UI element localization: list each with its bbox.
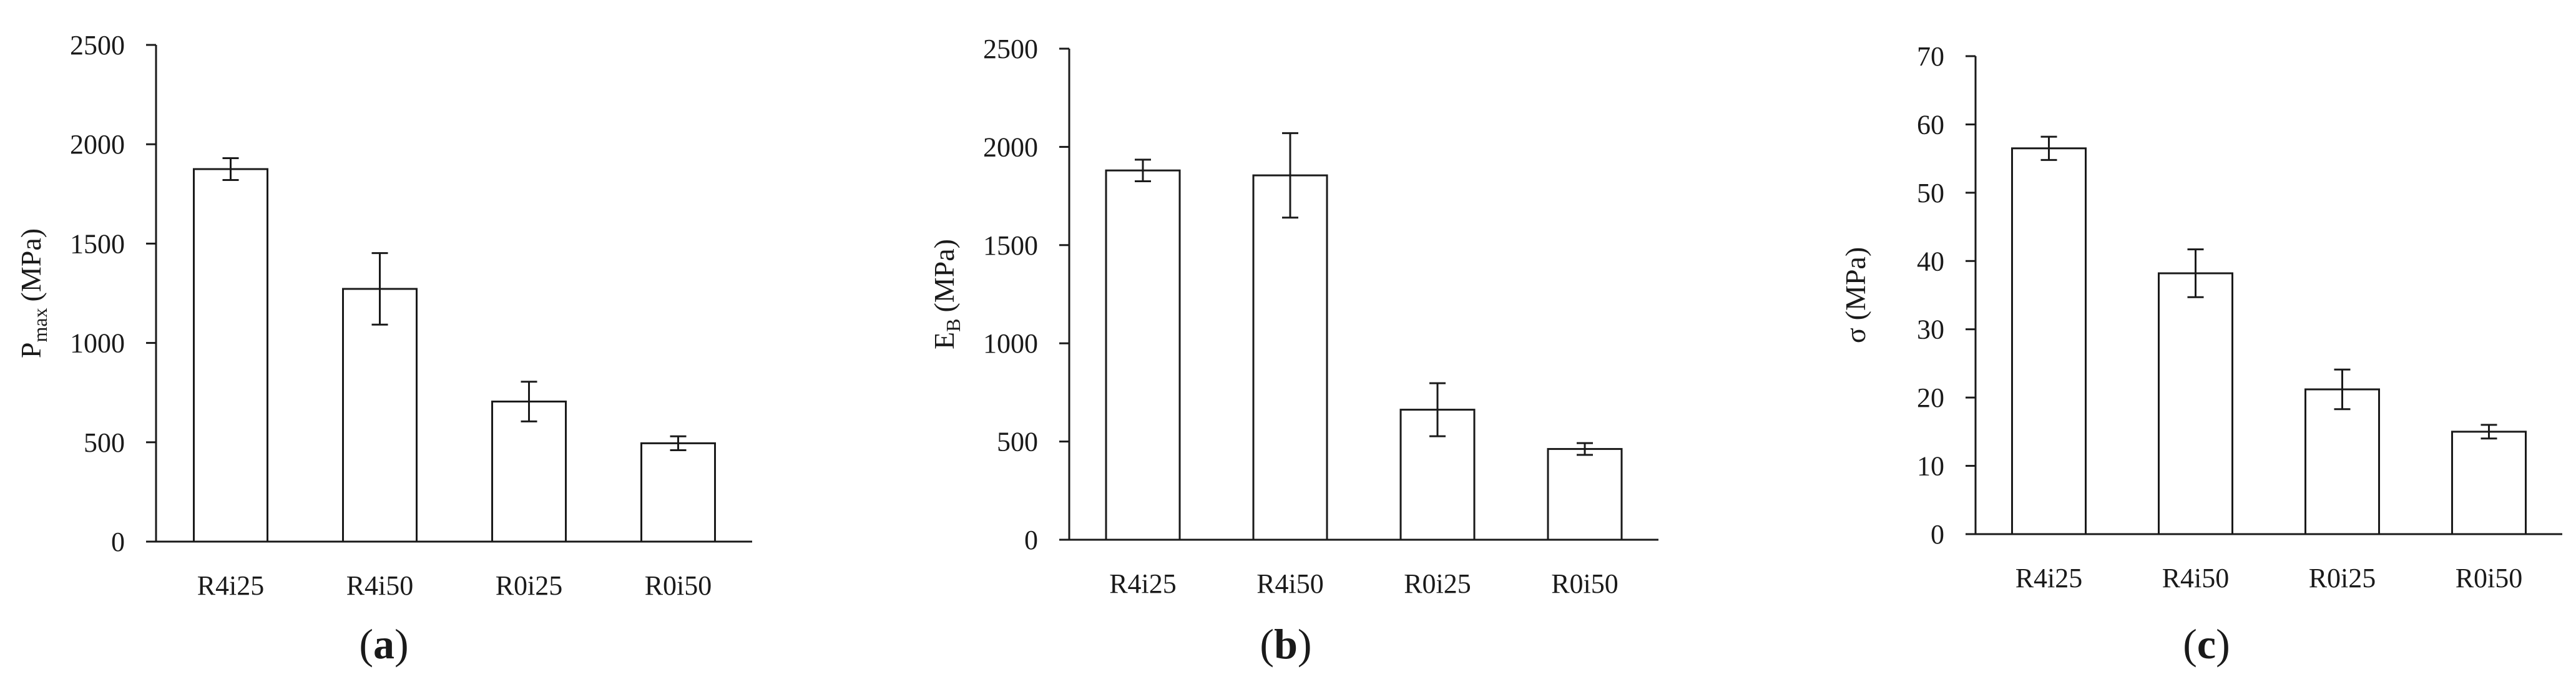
bar-r0i50: [640, 442, 716, 543]
y-tick-label: 2000: [70, 129, 125, 160]
bar-r4i25: [2011, 147, 2087, 535]
x-tick-label: R4i25: [197, 570, 265, 601]
y-tick-label: 0: [1024, 525, 1038, 555]
chart-svg-b: 0 500 1000 1500 2000 2500 EB (MPa) R4i25 R4i50 R0i…: [928, 34, 1658, 668]
panel-label-open: (: [359, 620, 373, 668]
panel-label-close: ): [1298, 620, 1312, 668]
panel-label-letter: b: [1274, 620, 1298, 668]
x-tick-label: R0i25: [2309, 563, 2376, 593]
y-tick-label: 50: [1917, 178, 1944, 208]
bar-r4i25: [1105, 169, 1181, 541]
x-tick-label: R0i50: [2456, 563, 2523, 593]
bar-r4i25: [193, 168, 268, 543]
y-tick-label: 1500: [983, 230, 1038, 261]
bar-r0i25: [491, 401, 567, 543]
y-axis-title-subscript: B: [942, 319, 964, 332]
y-tick-label: 1500: [70, 228, 125, 259]
x-tick-label: R4i50: [346, 570, 414, 601]
y-axis-title-subscript: max: [29, 308, 51, 342]
panel-label-open: (: [1260, 620, 1274, 668]
x-tick-label: R4i50: [2162, 563, 2230, 593]
panel-label-letter: c: [2197, 620, 2216, 668]
panel-label: (c): [2183, 620, 2230, 668]
y-axis-title-symbol: E: [928, 332, 960, 349]
y-tick-label: 500: [997, 427, 1038, 457]
y-tick-label: 40: [1917, 246, 1944, 276]
panel-label-letter: a: [373, 620, 394, 668]
chart-panel-b: 0 500 1000 1500 2000 2500 EB (MPa) R4i25 R4i50 R0i…: [861, 0, 1723, 682]
y-axis-title-symbol: σ: [1839, 328, 1871, 343]
bar-r4i50: [1252, 174, 1328, 541]
bar-r0i50: [2451, 431, 2527, 535]
y-tick-label: 20: [1917, 382, 1944, 413]
y-tick-label: 10: [1917, 451, 1944, 482]
y-axis-title-unit: (MPa): [1839, 247, 1871, 321]
panel-label-close: ): [394, 620, 409, 668]
x-tick-label: R0i50: [645, 570, 712, 601]
y-axis-title-unit: (MPa): [15, 228, 47, 302]
bar-r0i25: [2304, 388, 2380, 535]
bar-r0i50: [1547, 448, 1623, 541]
y-tick-label: 1000: [70, 328, 125, 359]
y-tick-label: 1000: [983, 328, 1038, 359]
y-tick-label: 0: [1931, 519, 1944, 550]
y-tick-label: 2500: [983, 34, 1038, 64]
panel-label: (a): [359, 620, 408, 668]
y-axis-title: EB (MPa): [928, 239, 964, 349]
panel-label-open: (: [2183, 620, 2197, 668]
x-tick-label: R0i50: [1551, 568, 1619, 599]
y-axis-title: σ (MPa): [1839, 247, 1871, 343]
y-axis-title-unit: (MPa): [928, 239, 960, 313]
x-tick-label: R4i25: [1109, 568, 1177, 599]
chart-panel-a: 0 500 1000 1500 2000 2500 Pmax (MPa) R4i25 R4i50 R…: [0, 0, 849, 682]
bar-r4i50: [2158, 272, 2233, 535]
bar-r4i50: [342, 288, 418, 543]
y-tick-label: 70: [1917, 41, 1944, 72]
panel-label-close: ): [2216, 620, 2230, 668]
panel-label: (b): [1260, 620, 1311, 668]
y-tick-label: 2500: [70, 30, 125, 61]
y-axis-title: Pmax (MPa): [15, 228, 51, 358]
x-tick-label: R4i25: [2015, 563, 2083, 593]
chart-svg-c: 0 10 20 30 40 50 60 70 σ (MPa) R4i25 R4i50 R0i25 R0i5…: [1839, 41, 2562, 668]
chart-svg-a: 0 500 1000 1500 2000 2500 Pmax (MPa) R4i25 R4i50 R…: [15, 30, 752, 668]
y-tick-label: 0: [111, 527, 125, 557]
y-tick-label: 2000: [983, 132, 1038, 162]
x-tick-label: R0i25: [496, 570, 563, 601]
y-tick-label: 500: [84, 427, 125, 458]
x-tick-label: R4i50: [1256, 568, 1324, 599]
y-tick-label: 30: [1917, 314, 1944, 345]
x-tick-label: R0i25: [1404, 568, 1471, 599]
y-tick-label: 60: [1917, 109, 1944, 140]
chart-panel-c: 0 10 20 30 40 50 60 70 σ (MPa) R4i25 R4i50 R0i25 R0i5…: [1735, 0, 2576, 682]
y-axis-title-symbol: P: [15, 343, 47, 359]
